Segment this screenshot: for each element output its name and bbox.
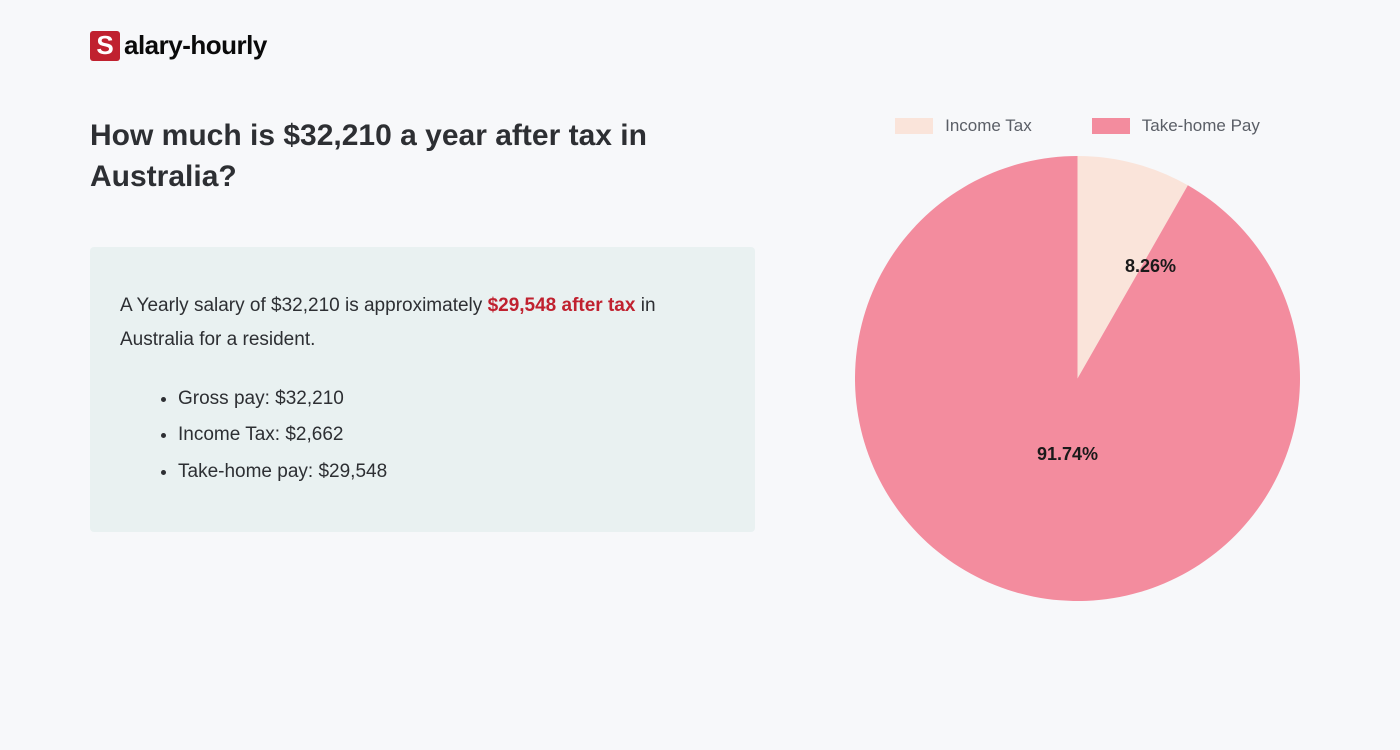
page-title: How much is $32,210 a year after tax in … bbox=[90, 116, 755, 197]
summary-pre: A Yearly salary of $32,210 is approximat… bbox=[120, 295, 488, 316]
pie-label-income-tax: 8.26% bbox=[1125, 256, 1176, 277]
legend-swatch-take-home bbox=[1092, 118, 1130, 134]
list-item: Income Tax: $2,662 bbox=[178, 417, 725, 453]
legend-item-income-tax: Income Tax bbox=[895, 116, 1032, 136]
summary-list: Gross pay: $32,210 Income Tax: $2,662 Ta… bbox=[120, 381, 725, 489]
pie-chart: 8.26% 91.74% bbox=[855, 156, 1300, 601]
summary-highlight: $29,548 after tax bbox=[488, 295, 636, 316]
logo-badge: S bbox=[90, 31, 120, 61]
legend-item-take-home: Take-home Pay bbox=[1092, 116, 1260, 136]
summary-text: A Yearly salary of $32,210 is approximat… bbox=[120, 289, 725, 357]
legend-label: Income Tax bbox=[945, 116, 1032, 136]
pie-svg bbox=[855, 156, 1300, 601]
legend-label: Take-home Pay bbox=[1142, 116, 1260, 136]
legend-swatch-income-tax bbox=[895, 118, 933, 134]
list-item: Take-home pay: $29,548 bbox=[178, 454, 725, 490]
pie-label-take-home: 91.74% bbox=[1037, 444, 1098, 465]
site-logo: S alary-hourly bbox=[90, 30, 1310, 61]
summary-box: A Yearly salary of $32,210 is approximat… bbox=[90, 247, 755, 532]
chart-legend: Income Tax Take-home Pay bbox=[845, 116, 1310, 136]
list-item: Gross pay: $32,210 bbox=[178, 381, 725, 417]
logo-text: alary-hourly bbox=[124, 30, 267, 61]
